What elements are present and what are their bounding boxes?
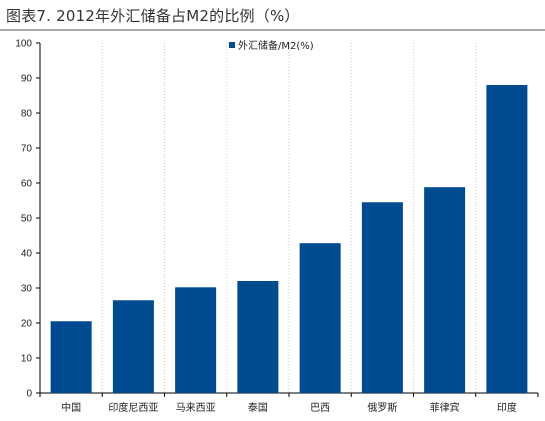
bar bbox=[424, 187, 466, 393]
x-tick-label: 印度尼西亚 bbox=[108, 401, 158, 414]
y-tick-label: 30 bbox=[21, 284, 33, 295]
y-tick-label: 40 bbox=[21, 249, 33, 260]
x-tick-label: 巴西 bbox=[310, 402, 330, 414]
bar bbox=[237, 281, 279, 393]
page-title: 图表7. 2012年外汇储备占M2的比例（%） bbox=[6, 7, 300, 25]
legend-label: 外汇储备/M2(%) bbox=[238, 39, 314, 52]
legend-swatch bbox=[229, 42, 235, 48]
bar bbox=[299, 243, 341, 393]
y-tick-label: 50 bbox=[21, 214, 33, 225]
y-tick-label: 70 bbox=[21, 144, 33, 155]
x-tick-label: 马来西亚 bbox=[176, 402, 216, 414]
bar bbox=[361, 202, 403, 393]
bar bbox=[175, 287, 217, 393]
y-tick-label: 80 bbox=[21, 109, 33, 120]
bar bbox=[112, 300, 154, 393]
x-tick-label: 菲律宾 bbox=[430, 401, 460, 414]
y-tick-label: 20 bbox=[21, 319, 33, 330]
y-tick-label: 100 bbox=[15, 39, 32, 50]
title-divider bbox=[0, 29, 545, 31]
bars bbox=[50, 85, 528, 393]
bar bbox=[486, 85, 528, 393]
grid-lines bbox=[101, 43, 477, 393]
y-tick-label: 60 bbox=[21, 179, 33, 190]
axis-labels: 0 10 20 30 40 50 60 70 80 90 100 中国 印度尼西亚 马来西亚 泰国 巴西 俄罗斯… bbox=[15, 39, 517, 415]
bar bbox=[50, 321, 92, 393]
x-tick-label: 泰国 bbox=[248, 401, 268, 414]
y-tick-label: 0 bbox=[26, 389, 32, 400]
legend: 外汇储备/M2(%) bbox=[229, 39, 314, 52]
y-tick-label: 10 bbox=[21, 354, 33, 365]
y-tick-label: 90 bbox=[21, 74, 33, 85]
x-tick-label: 印度 bbox=[497, 401, 517, 414]
x-tick-label: 俄罗斯 bbox=[367, 401, 397, 414]
x-tick-label: 中国 bbox=[61, 401, 81, 414]
